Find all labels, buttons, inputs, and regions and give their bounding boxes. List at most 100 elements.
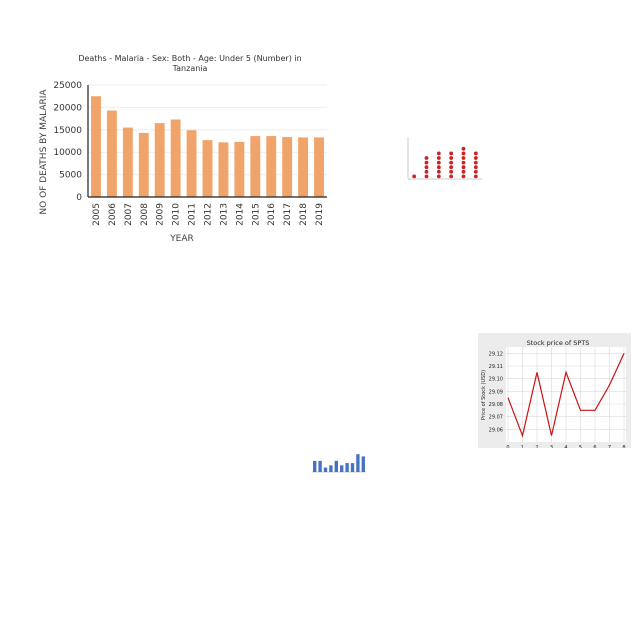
- bar: [122, 127, 133, 197]
- x-tick-label: 2: [535, 445, 538, 448]
- y-tick-label: 29.09: [489, 389, 503, 395]
- malaria-bar-chart: Deaths - Malaria - Sex: Both - Age: Unde…: [30, 45, 340, 250]
- bar: [154, 123, 165, 197]
- bar: [202, 140, 213, 197]
- data-point: [461, 165, 466, 170]
- x-tick-label: 2005: [92, 203, 102, 226]
- x-tick-label: 2012: [204, 203, 214, 226]
- bar: [91, 96, 101, 197]
- data-point: [436, 165, 441, 170]
- x-axis-label: YEAR: [169, 234, 194, 244]
- bar: [345, 463, 349, 472]
- data-point: [424, 160, 429, 165]
- data-point: [449, 165, 454, 170]
- stock-price-chart: Stock price of SPTS Price of Stock (USD)…: [478, 333, 631, 448]
- data-point: [449, 169, 454, 174]
- y-tick-label: 29.08: [489, 402, 503, 408]
- bar: [282, 136, 293, 197]
- bar: [334, 460, 338, 472]
- chart-title-line-1: Deaths - Malaria - Sex: Both - Age: Unde…: [78, 54, 301, 63]
- y-tick-label: 29.07: [489, 415, 503, 421]
- data-point: [436, 160, 441, 165]
- x-tick-label: 7: [608, 445, 611, 448]
- data-point: [449, 160, 454, 165]
- blue-bar-chart-thumbnail: [306, 440, 370, 484]
- bar: [314, 137, 324, 197]
- x-tick-label: 2018: [299, 203, 309, 226]
- data-point: [449, 174, 454, 179]
- y-tick-label: 20000: [53, 103, 82, 113]
- y-axis-label: NO OF DEATHS BY MALARIA: [39, 89, 49, 215]
- x-tick-label: 2016: [267, 203, 277, 226]
- blue-bar-chart-svg: [312, 454, 366, 473]
- data-point: [461, 174, 466, 179]
- data-point: [436, 151, 441, 156]
- bar: [170, 119, 181, 197]
- data-point: [461, 169, 466, 174]
- x-tick-label: 5: [579, 445, 582, 448]
- malaria-bars-group: 0 5000 10000 15000 20000 25000 2005 2006 2007 200…: [53, 81, 327, 226]
- data-point: [449, 151, 454, 156]
- bar: [313, 460, 317, 472]
- data-point: [461, 156, 466, 160]
- x-tick-label: 2010: [172, 203, 182, 226]
- data-point: [473, 156, 478, 160]
- bar: [234, 141, 245, 197]
- malaria-bar-chart-svg: Deaths - Malaria - Sex: Both - Age: Unde…: [39, 54, 327, 244]
- x-tick-label: 2009: [156, 203, 166, 226]
- x-tick-label: 2011: [188, 203, 198, 226]
- dot-chart-thumbnail: [390, 125, 485, 190]
- data-point: [449, 156, 454, 160]
- y-tick-label: 29.10: [489, 377, 503, 383]
- bar: [356, 454, 360, 472]
- bar: [323, 467, 328, 472]
- x-tick-label: 2006: [108, 203, 118, 226]
- bar: [106, 110, 117, 197]
- data-point: [424, 165, 429, 170]
- x-tick-label: 2007: [124, 203, 134, 226]
- x-tick-label: 4: [564, 445, 567, 448]
- blue-bars-group: [312, 454, 366, 473]
- data-point: [461, 146, 466, 151]
- data-point: [473, 165, 478, 170]
- bar: [266, 136, 277, 197]
- stock-price-svg: Stock price of SPTS Price of Stock (USD)…: [481, 339, 626, 448]
- y-tick-label: 10000: [53, 148, 82, 158]
- x-tick-label: 2014: [235, 203, 245, 226]
- data-point: [436, 174, 441, 179]
- data-point: [473, 151, 478, 156]
- series-line: [507, 353, 625, 438]
- y-tick-label: 29.11: [489, 364, 503, 370]
- bar: [138, 132, 149, 197]
- stock-line-group: 29.06 29.07 29.08 29.09 29.10 29.11 29.12 0 1 2 3 4…: [489, 347, 626, 448]
- x-tick-label: 0: [506, 445, 509, 448]
- data-point: [436, 156, 441, 160]
- x-tick-label: 3: [550, 445, 553, 448]
- bar: [218, 142, 229, 197]
- x-tick-label: 2015: [251, 203, 261, 226]
- data-point: [461, 160, 466, 165]
- chart-title-line-2: Tanzania: [172, 64, 208, 73]
- dot-chart-group: [407, 137, 482, 180]
- dot-chart-svg: [407, 137, 482, 180]
- bar: [250, 136, 261, 197]
- y-tick-label: 5000: [59, 171, 82, 181]
- data-point: [461, 151, 466, 156]
- data-point: [424, 174, 429, 179]
- data-point: [473, 169, 478, 174]
- y-tick-label: 29.06: [489, 427, 503, 433]
- data-point: [473, 174, 478, 179]
- bar: [186, 130, 197, 197]
- data-point: [473, 160, 478, 165]
- bar: [329, 465, 333, 472]
- x-tick-label: 8: [622, 445, 625, 448]
- y-tick-label: 15000: [53, 126, 82, 136]
- bar: [318, 460, 322, 472]
- x-tick-label: 2017: [283, 203, 293, 226]
- stock-y-axis-label: Price of Stock (USD): [481, 370, 487, 420]
- data-point: [424, 156, 429, 160]
- data-point: [412, 174, 417, 179]
- y-tick-label: 29.12: [489, 351, 503, 357]
- data-point: [424, 169, 429, 174]
- x-tick-label: 2019: [315, 203, 325, 226]
